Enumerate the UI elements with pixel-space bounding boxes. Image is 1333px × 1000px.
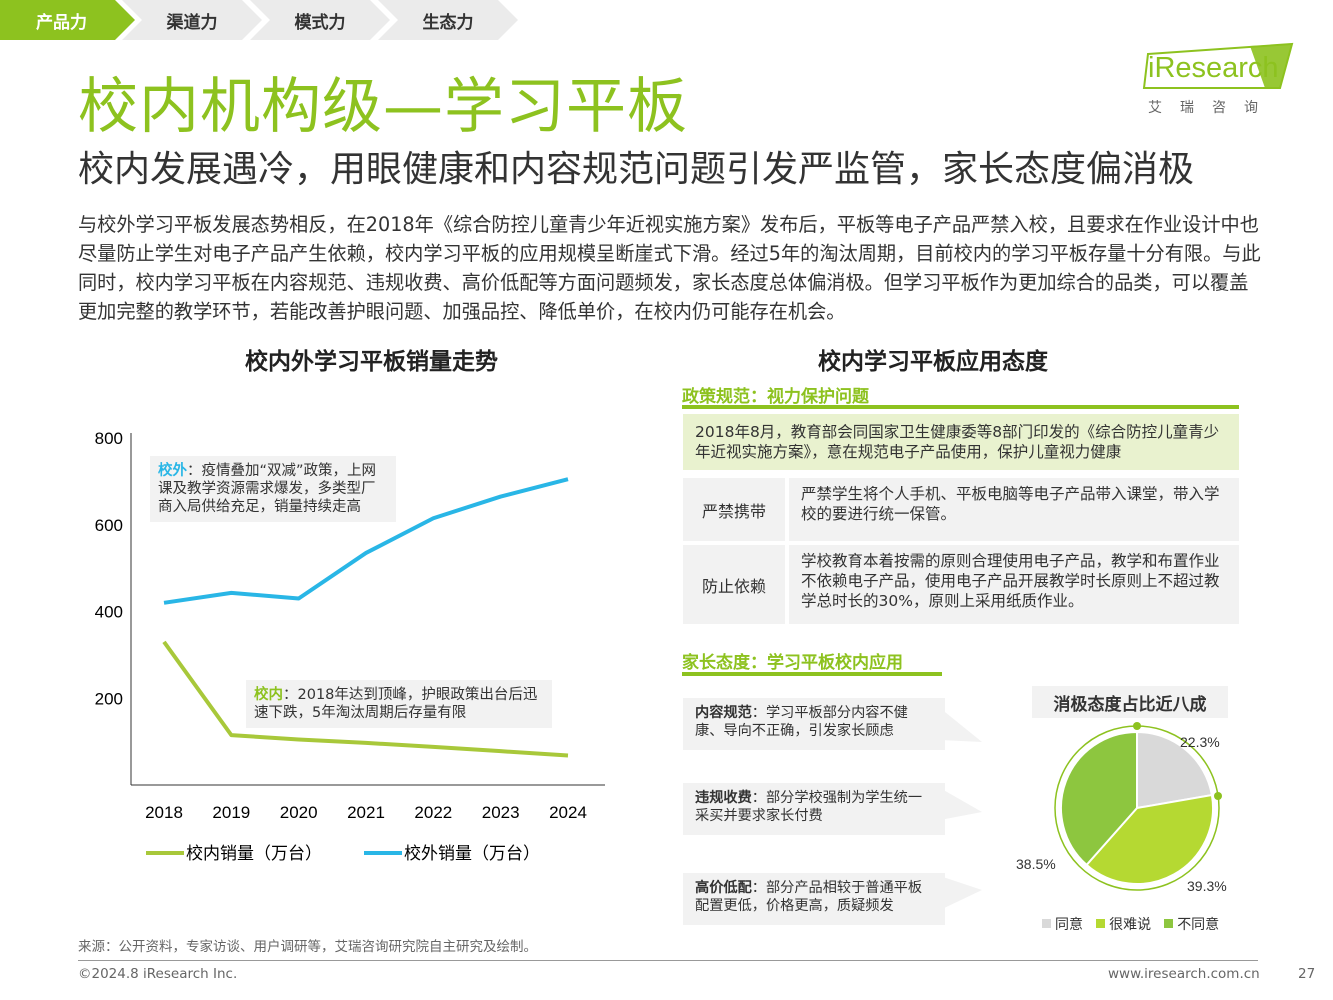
tab-product-bg	[0, 0, 135, 40]
legend-label: 很难说	[1109, 916, 1152, 933]
legend-swatch	[1096, 919, 1106, 928]
pie-label: 39.3%	[1187, 878, 1227, 894]
logo-mark	[1142, 42, 1294, 89]
footer-divider	[78, 960, 1258, 961]
legend-item: 不同意	[1164, 914, 1219, 934]
legend-label: 校内销量（万台）	[186, 844, 322, 863]
series-line-inside	[162, 640, 569, 758]
tab-product[interactable]: 产品力	[0, 0, 135, 40]
y-tick-label: 800	[95, 429, 123, 448]
parent-bubble-text: ：部分学校强制为学生统一采买并要求家长付费	[695, 790, 923, 824]
y-tick-label: 600	[95, 516, 123, 535]
parent-heading: 家长态度：学习平板校内应用	[682, 653, 903, 673]
attitude-pie-chart	[1054, 722, 1222, 891]
tab-channel-label: 渠道力	[166, 12, 218, 33]
x-tick-label: 2018	[145, 803, 183, 822]
x-tick-label: 2024	[549, 803, 587, 822]
policy-row-text: 学校教育本着按需的原则合理使用电子产品，教学和布置作业不依赖电子产品，使用电子产…	[789, 545, 1239, 624]
y-tick-label: 400	[95, 603, 123, 622]
parent-bubble-label: 违规收费	[695, 790, 752, 806]
legend-swatch	[1042, 919, 1051, 928]
policy-heading-bar	[682, 405, 1239, 409]
page-number: 27	[1298, 966, 1316, 982]
ring-dot	[1214, 792, 1222, 800]
policy-heading: 政策规范：视力保护问题	[682, 387, 869, 407]
ring-dot	[1133, 722, 1141, 730]
legend-item: 同意	[1042, 914, 1083, 934]
tab-ecosystem-bg	[378, 0, 518, 40]
tab-product-label: 产品力	[36, 12, 87, 33]
logo: iResearch 艾瑞咨询	[1140, 42, 1300, 122]
tab-model[interactable]: 模式力	[250, 0, 390, 40]
x-tick-label: 2021	[347, 803, 385, 822]
tab-ecosystem[interactable]: 生态力	[378, 0, 518, 40]
annotation-inside: 校内：2018年达到顶峰，护眼政策出台后迅速下跌，5年淘汰周期后存量有限	[246, 680, 552, 728]
parent-heading-bar	[682, 672, 942, 676]
series-line-outside	[163, 477, 569, 605]
intro-paragraph: 与校外学习平板发展态势相反，在2018年《综合防控儿童青少年近视实施方案》发布后…	[78, 213, 1261, 323]
annotation-outside-text: ：疫情叠加“双减”政策，上网课及教学资源需求爆发，多类型厂商入局供给充足，销量持…	[158, 463, 377, 515]
tab-channel-bg	[122, 0, 262, 40]
parent-bubble-text: ：学习平板部分内容不健康、导向不正确，引发家长顾虑	[695, 705, 908, 739]
parent-bubble: 违规收费：部分学校强制为学生统一采买并要求家长付费	[683, 783, 945, 835]
parent-bubble-text: ：部分产品相较于普通平板配置更低，价格更高，质疑频发	[695, 880, 923, 914]
x-tick-label: 2022	[414, 803, 452, 822]
pie-title-box: 消极态度占比近八成	[1032, 686, 1228, 718]
annotation-outside-label: 校外	[158, 463, 187, 479]
pie-slice-很难说	[1085, 793, 1214, 885]
pie-slice-不同意	[1060, 730, 1138, 867]
parent-bubble-label: 内容规范	[695, 705, 752, 721]
pie-title: 消极态度占比近八成	[1053, 694, 1207, 715]
policy-row-label: 严禁携带	[683, 478, 785, 541]
tab-model-label: 模式力	[294, 12, 346, 33]
logo-brand: iResearch	[1148, 52, 1279, 84]
copyright: ©2024.8 iResearch Inc.	[78, 966, 238, 982]
page-subtitle: 校内发展遇冷，用眼健康和内容规范问题引发严监管，家长态度偏消极	[78, 149, 1195, 190]
pie-label: 38.5%	[1016, 856, 1056, 872]
legend-label: 不同意	[1177, 916, 1220, 933]
left-section-title: 校内外学习平板销量走势	[245, 349, 498, 375]
parent-bubble-label: 高价低配	[695, 880, 752, 896]
logo-sub: 艾瑞咨询	[1148, 100, 1276, 116]
parent-bubble: 内容规范：学习平板部分内容不健康、导向不正确，引发家长顾虑	[683, 698, 945, 750]
pie-legend: 同意 很难说 不同意	[1042, 913, 1227, 934]
annotation-inside-label: 校内	[254, 687, 283, 703]
legend-label: 同意	[1055, 916, 1083, 933]
website-link[interactable]: www.iresearch.com.cn	[1108, 966, 1260, 982]
legend-item: 很难说	[1096, 914, 1151, 934]
page-title: 校内机构级—学习平板	[78, 72, 688, 142]
legend-swatch	[1164, 919, 1174, 928]
x-tick-label: 2023	[482, 803, 520, 822]
parent-bubble: 高价低配：部分产品相较于普通平板配置更低，价格更高，质疑频发	[683, 873, 945, 925]
source-note: 来源：公开资料，专家访谈、用户调研等，艾瑞咨询研究院自主研究及绘制。	[78, 939, 537, 955]
tab-ecosystem-label: 生态力	[422, 12, 474, 33]
right-section-title: 校内学习平板应用态度	[818, 349, 1048, 375]
y-tick-label: 200	[95, 689, 123, 708]
sales-line-chart: 200 400 600 800 2018 2019 2020 2021 2022 2023 2024…	[95, 429, 605, 863]
legend-label: 校外销量（万台）	[404, 844, 540, 863]
pie-label: 22.3%	[1180, 734, 1220, 750]
policy-box: 2018年8月，教育部会同国家卫生健康委等8部门印发的《综合防控儿童青少年近视实…	[683, 414, 1239, 470]
pie-slice-同意	[1136, 730, 1214, 810]
tab-model-bg	[250, 0, 390, 40]
policy-row-label: 防止依赖	[683, 545, 785, 624]
x-tick-label: 2020	[280, 803, 318, 822]
bubble-pointers	[940, 708, 982, 910]
annotation-outside: 校外：疫情叠加“双减”政策，上网课及教学资源需求爆发，多类型厂商入局供给充足，销…	[150, 456, 396, 522]
x-tick-label: 2019	[212, 803, 250, 822]
annotation-inside-text: ：2018年达到顶峰，护眼政策出台后迅速下跌，5年淘汰周期后存量有限	[254, 687, 538, 721]
policy-row-text: 严禁学生将个人手机、平板电脑等电子产品带入课堂，带入学校的要进行统一保管。	[789, 478, 1239, 541]
tab-channel[interactable]: 渠道力	[122, 0, 262, 40]
